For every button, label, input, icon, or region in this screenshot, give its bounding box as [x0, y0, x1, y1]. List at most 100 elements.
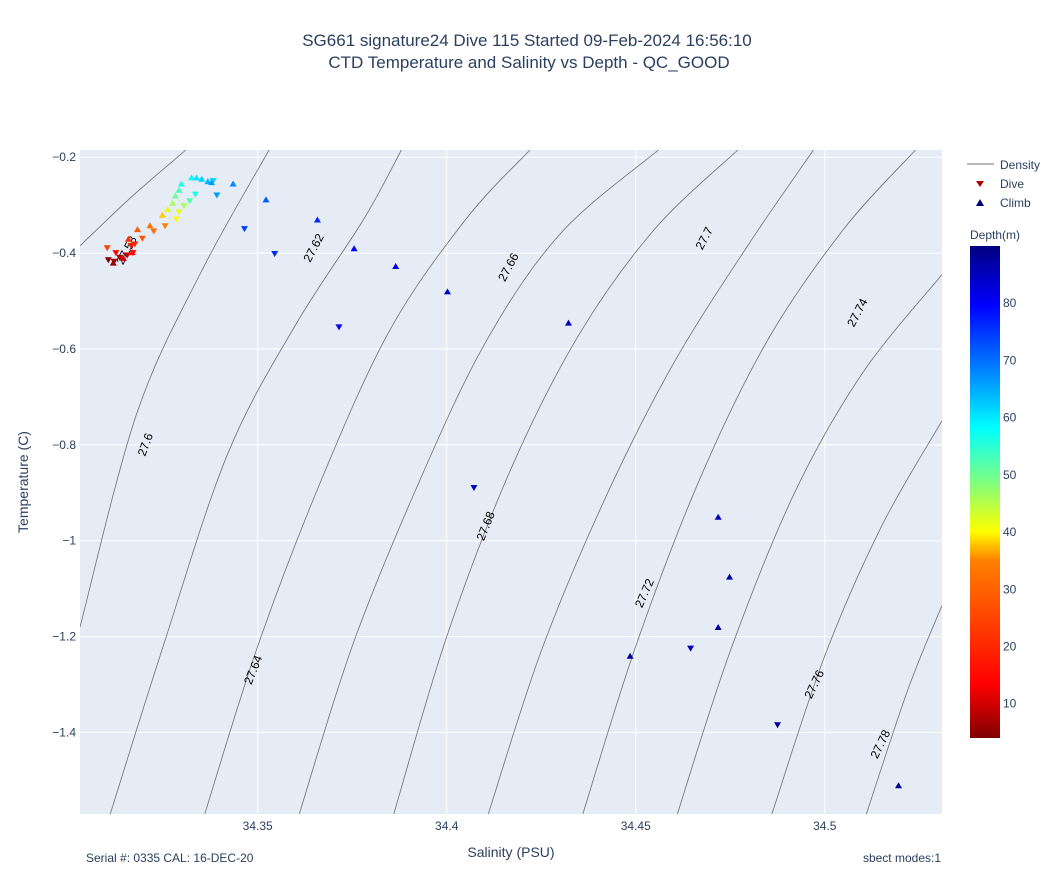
density-contours [80, 150, 942, 814]
x-tick-label: 34.4 [435, 819, 459, 833]
plot-area [80, 150, 942, 814]
dive-marker [150, 228, 158, 235]
dive-marker [138, 235, 146, 242]
dive-marker [104, 257, 112, 264]
y-tick-labels: −0.2 −0.4 −0.6 −0.8 −1 −1.2 −1.4 [52, 150, 76, 739]
climb-marker [714, 624, 722, 631]
legend-density-label[interactable]: Density [1000, 158, 1040, 172]
climb-marker [133, 226, 141, 233]
dive-marker [271, 251, 279, 258]
climb-marker [726, 573, 734, 580]
climb-marker [109, 259, 117, 266]
legend-dive-marker [976, 181, 984, 187]
y-tick-label: −1.2 [52, 630, 76, 644]
x-tick-label: 34.35 [243, 819, 273, 833]
climb-marker [124, 235, 132, 242]
legend-climb-marker [976, 199, 984, 206]
x-axis-label: Salinity (PSU) [467, 844, 554, 860]
climb-marker [313, 216, 321, 223]
colorbar-tick-labels: 10 20 30 40 50 60 70 80 [1003, 296, 1017, 710]
colorbar-tick-label: 30 [1003, 582, 1017, 596]
density-contour-line [771, 420, 942, 814]
dive-marker [175, 209, 183, 216]
climb-marker [188, 174, 196, 181]
legend[interactable]: Density Dive Climb [967, 158, 1040, 210]
density-contour-line [393, 150, 739, 814]
dive-marker [123, 252, 131, 259]
dive-marker [112, 250, 120, 257]
climb-marker [158, 211, 166, 218]
y-tick-label: −0.6 [52, 342, 76, 356]
density-contour-line [676, 274, 942, 814]
density-contour-line [80, 150, 187, 247]
climb-marker [626, 652, 634, 659]
footer-sbect-modes: sbect modes:1 [863, 851, 941, 865]
footer-serial-cal: Serial #: 0335 CAL: 16-DEC-20 [86, 851, 254, 865]
climb-marker [175, 186, 183, 193]
colorbar-title: Depth(m) [970, 228, 1020, 242]
x-tick-label: 34.5 [813, 819, 837, 833]
climb-marker [164, 205, 172, 212]
density-contour-line [866, 605, 942, 814]
climb-marker [177, 180, 185, 187]
y-tick-label: −0.4 [52, 246, 76, 260]
colorbar-tick-label: 60 [1003, 411, 1017, 425]
climb-marker [350, 245, 358, 252]
climb-marker [229, 180, 237, 187]
y-tick-label: −0.8 [52, 438, 76, 452]
chart-title-line1: SG661 signature24 Dive 115 Started 09-Fe… [302, 31, 752, 50]
colorbar-tick-label: 10 [1003, 697, 1017, 711]
climb-marker [208, 179, 216, 186]
chart-title-line2: CTD Temperature and Salinity vs Depth - … [328, 53, 729, 72]
dive-marker [191, 191, 199, 198]
dive-marker [103, 245, 111, 252]
climb-marker [146, 222, 154, 229]
y-tick-label: −0.2 [52, 150, 76, 164]
dive-marker [180, 203, 188, 210]
grid-lines [80, 150, 942, 814]
y-tick-label: −1.4 [52, 725, 76, 739]
climb-marker [171, 192, 179, 199]
data-markers [103, 174, 903, 789]
climb-marker [895, 782, 903, 789]
dive-marker [172, 216, 180, 223]
colorbar: Depth(m) 10 20 30 40 50 60 70 80 [970, 228, 1020, 738]
climb-marker [119, 254, 127, 261]
dive-marker [161, 223, 169, 230]
x-tick-labels: 34.35 34.4 34.45 34.5 [243, 819, 837, 833]
climb-marker [198, 175, 206, 182]
y-tick-label: −1 [62, 534, 76, 548]
dive-marker [131, 241, 139, 248]
y-axis-label: Temperature (C) [15, 431, 31, 533]
climb-marker [262, 196, 270, 203]
dive-marker [470, 484, 478, 491]
density-contour-line [487, 150, 814, 814]
legend-climb-label[interactable]: Climb [1000, 196, 1031, 210]
colorbar-tick-label: 50 [1003, 468, 1017, 482]
colorbar-gradient [970, 246, 1000, 738]
dive-marker [186, 198, 194, 205]
climb-marker [192, 174, 200, 181]
climb-marker [564, 319, 572, 326]
density-contour-line [204, 150, 531, 814]
density-contour-line [109, 150, 402, 814]
climb-marker [169, 199, 177, 206]
dive-marker [116, 254, 124, 261]
climb-marker [714, 513, 722, 520]
legend-dive-label[interactable]: Dive [1000, 177, 1024, 191]
climb-marker [128, 249, 136, 256]
dive-marker [687, 645, 695, 652]
colorbar-tick-label: 80 [1003, 296, 1017, 310]
density-contour-line [80, 150, 270, 628]
dive-marker [774, 722, 782, 729]
colorbar-tick-label: 70 [1003, 353, 1017, 367]
dive-marker [127, 242, 135, 249]
climb-marker [392, 263, 400, 270]
climb-marker [443, 288, 451, 295]
dive-marker [240, 226, 248, 233]
colorbar-tick-label: 40 [1003, 525, 1017, 539]
dive-marker [213, 192, 221, 199]
dive-marker [335, 324, 343, 331]
density-contour-line [298, 150, 659, 814]
